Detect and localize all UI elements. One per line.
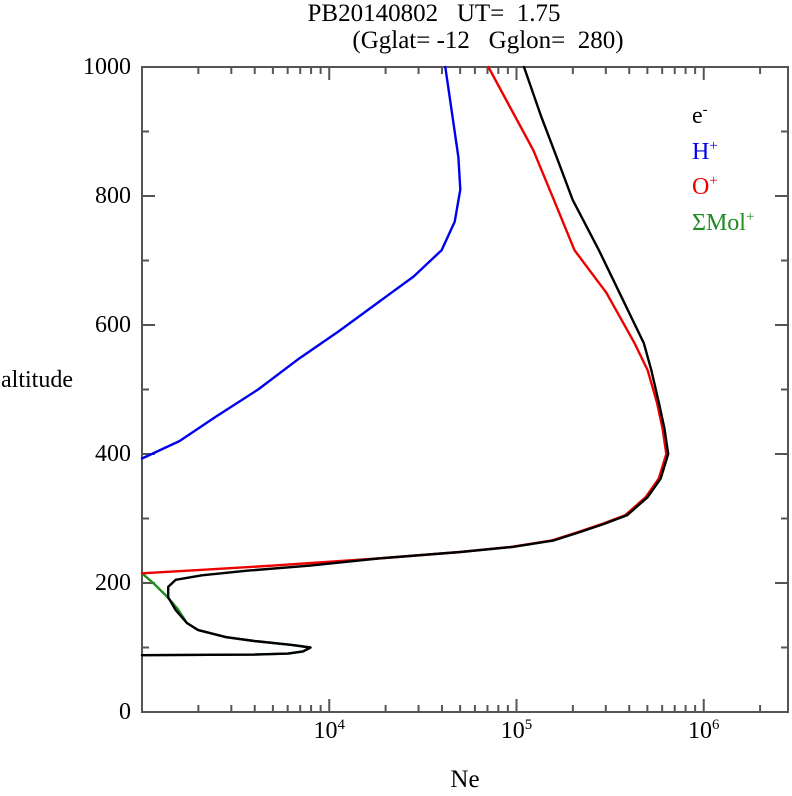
y-tick-label-1000: 1000 [83, 54, 131, 80]
curve-electron [140, 65, 670, 657]
curve-h-plus [140, 65, 462, 460]
y-axis-label: altitude [1, 367, 73, 393]
x-axis-label: Ne [450, 766, 480, 793]
x-tick-label-1e5: 105 [500, 717, 533, 744]
curve-mol-plus [140, 572, 312, 657]
y-tick-label-800: 800 [95, 183, 131, 209]
x-tick-label-1e4: 104 [313, 717, 345, 744]
curve-o-plus [140, 65, 668, 575]
x-tick-label-1e6: 106 [688, 717, 720, 744]
y-tick-label-200: 200 [95, 570, 131, 596]
y-tick-label-600: 600 [95, 312, 131, 338]
legend-item-h-plus: H+ [692, 137, 718, 165]
legend: e- H+ O+ ΣMol+ [692, 96, 754, 238]
legend-item-o-plus: O+ [692, 173, 718, 200]
y-tick-label-0: 0 [119, 699, 131, 725]
legend-item-mol-plus: ΣMol+ [692, 208, 755, 236]
y-tick-label-400: 400 [95, 441, 131, 467]
plot-title: PB20140802 UT= 1.75 [307, 0, 561, 27]
plot-subtitle: (Gglat= -12 Gglon= 280) [352, 27, 624, 54]
legend-item-electron: e- [692, 102, 708, 129]
